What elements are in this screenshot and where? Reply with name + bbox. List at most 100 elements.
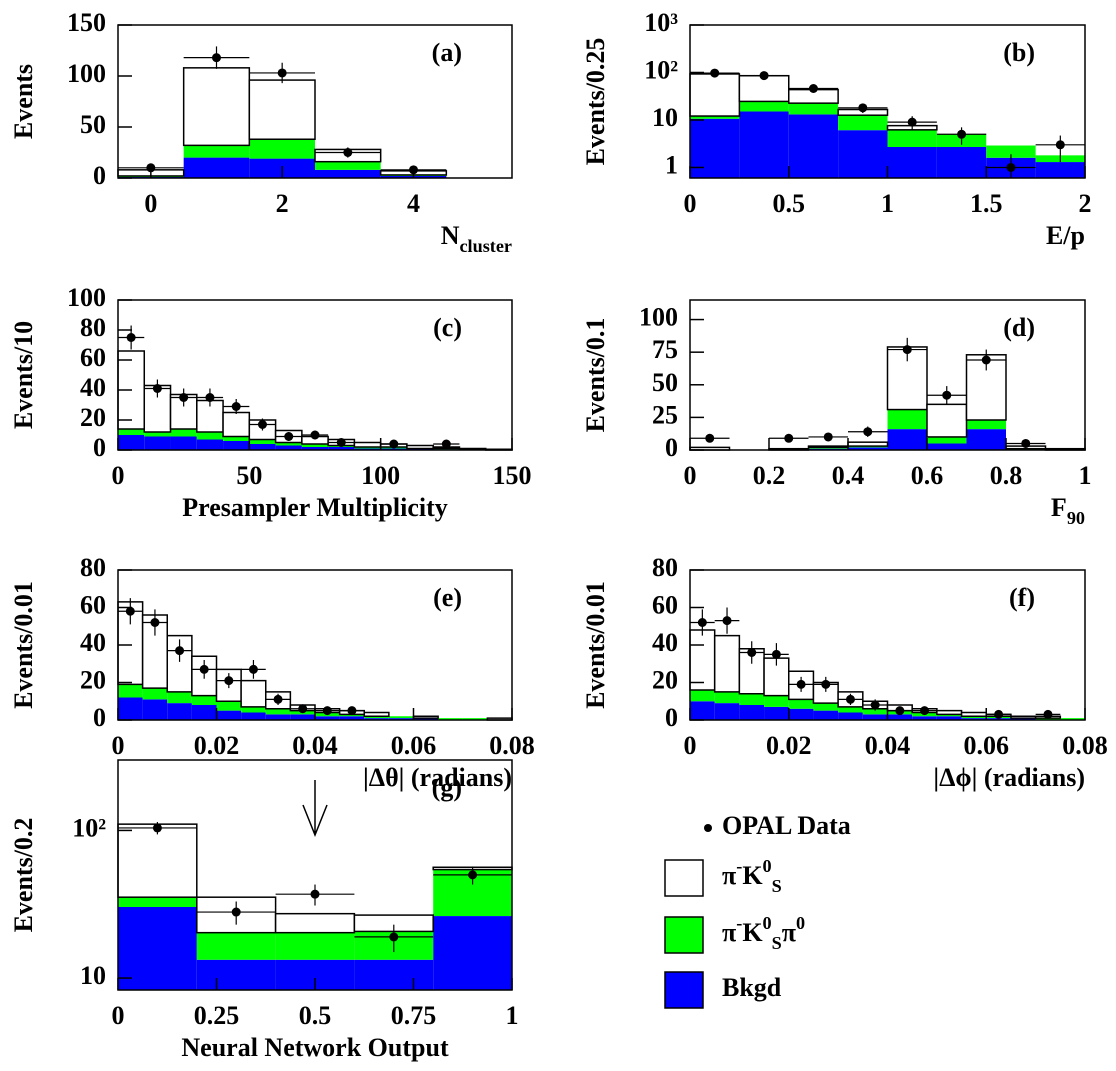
y-tick-label: 80 — [652, 553, 678, 582]
y-axis-label: Events/0.01 — [581, 581, 610, 709]
hist-bar — [838, 130, 888, 178]
hist-bar — [249, 439, 276, 444]
data-point — [125, 606, 135, 616]
legend-label-part: - — [736, 856, 742, 876]
y-axis-label: Events — [9, 64, 38, 139]
hist-bar — [961, 716, 987, 719]
hist-bar — [713, 634, 741, 693]
x-tick-label: 0.04 — [292, 731, 338, 760]
data-point — [231, 402, 241, 411]
y-axis-label: Events/10 — [9, 321, 38, 429]
x-tick-label: 0 — [684, 731, 697, 760]
hist-bar — [838, 712, 863, 720]
x-tick-label: 0.2 — [753, 461, 786, 490]
hist-bar — [406, 444, 434, 450]
hist-bar — [739, 705, 765, 720]
hist-bar — [462, 718, 488, 720]
x-tick-label: 4 — [407, 189, 420, 218]
data-point — [981, 355, 991, 365]
hist-bar — [182, 67, 251, 147]
x-tick-label: 100 — [361, 461, 400, 490]
hist-bar — [788, 114, 839, 178]
hist-bar — [183, 157, 250, 178]
legend-label-part: S — [772, 933, 782, 953]
data-point — [175, 646, 185, 656]
data-point — [150, 618, 160, 627]
y-tick-label: 100 — [67, 59, 106, 88]
hist-bar — [196, 439, 224, 450]
data-point — [858, 103, 868, 113]
hist-bar — [183, 145, 250, 158]
x-tick-label: 0.02 — [194, 731, 240, 760]
x-axis-label: Ncluster — [441, 221, 512, 256]
hist-bar — [887, 409, 927, 430]
hist-bar — [986, 145, 1036, 158]
hist-bar — [274, 912, 356, 934]
x-tick-label: 150 — [493, 461, 532, 490]
y-tick-label: 10 — [80, 961, 106, 990]
legend-label-part: 0 — [796, 913, 805, 933]
data-point — [126, 333, 136, 342]
data-point — [389, 439, 399, 449]
plot-frame — [689, 299, 1086, 451]
panel-label: (d) — [1003, 313, 1035, 342]
hist-bar — [927, 443, 967, 450]
hist-bar — [249, 139, 315, 159]
data-point — [784, 433, 794, 443]
y-tick-label: 60 — [652, 590, 678, 619]
hist-bar — [739, 111, 789, 178]
hist-bar — [690, 116, 740, 119]
hist-bar — [936, 714, 962, 717]
data-point — [907, 117, 917, 127]
hist-bar — [275, 445, 302, 450]
y-tick-label: 20 — [80, 403, 106, 432]
panel-label: (b) — [1003, 38, 1035, 67]
data-point — [231, 907, 241, 917]
hist-bar — [986, 718, 1011, 720]
hist-bar — [960, 711, 987, 717]
panel-label: (f) — [1009, 583, 1035, 612]
hist-bar — [838, 706, 863, 713]
x-tick-label: 0 — [144, 189, 157, 218]
data-point — [152, 384, 162, 393]
y-tick-label: 80 — [80, 553, 106, 582]
x-tick-label: 1.5 — [970, 189, 1003, 218]
hist-bar — [290, 714, 315, 720]
data-point — [409, 165, 418, 175]
data-point — [1021, 438, 1031, 448]
y-tick-label: 20 — [80, 665, 106, 694]
y-tick-label: 40 — [80, 373, 106, 402]
hist-bar — [118, 897, 197, 907]
hist-bar — [764, 706, 789, 720]
y-tick-label: 50 — [652, 368, 678, 397]
y-tick-label: 10² — [644, 55, 678, 84]
legend-label-part: π — [722, 861, 736, 890]
hist-bar — [118, 429, 145, 435]
data-point — [823, 432, 833, 442]
legend-label-part: K — [742, 918, 763, 947]
hist-bar — [458, 447, 487, 450]
data-point — [722, 616, 732, 626]
y-tick-label: 20 — [652, 665, 678, 694]
x-axis-label: Presampler Multiplicity — [182, 493, 448, 522]
hist-bar — [813, 710, 839, 720]
y-tick-label: 10³ — [644, 8, 678, 37]
hist-bar — [788, 103, 839, 115]
x-tick-label: 0.75 — [391, 1001, 437, 1030]
x-tick-label: 0.06 — [391, 731, 437, 760]
x-tick-label: 0.4 — [832, 461, 865, 490]
x-axis-label: F90 — [1051, 493, 1085, 528]
y-tick-label: 0 — [93, 703, 106, 732]
hist-bar — [240, 679, 267, 708]
hist-bar — [241, 712, 266, 720]
y-tick-label: 80 — [80, 313, 106, 342]
data-point — [1043, 709, 1053, 719]
data-point — [199, 664, 209, 674]
data-point — [212, 53, 221, 63]
legend-swatch — [664, 916, 704, 954]
hist-bar — [764, 695, 789, 707]
y-tick-label: 0 — [93, 433, 106, 462]
data-point — [697, 618, 707, 627]
hist-bar — [339, 714, 365, 717]
